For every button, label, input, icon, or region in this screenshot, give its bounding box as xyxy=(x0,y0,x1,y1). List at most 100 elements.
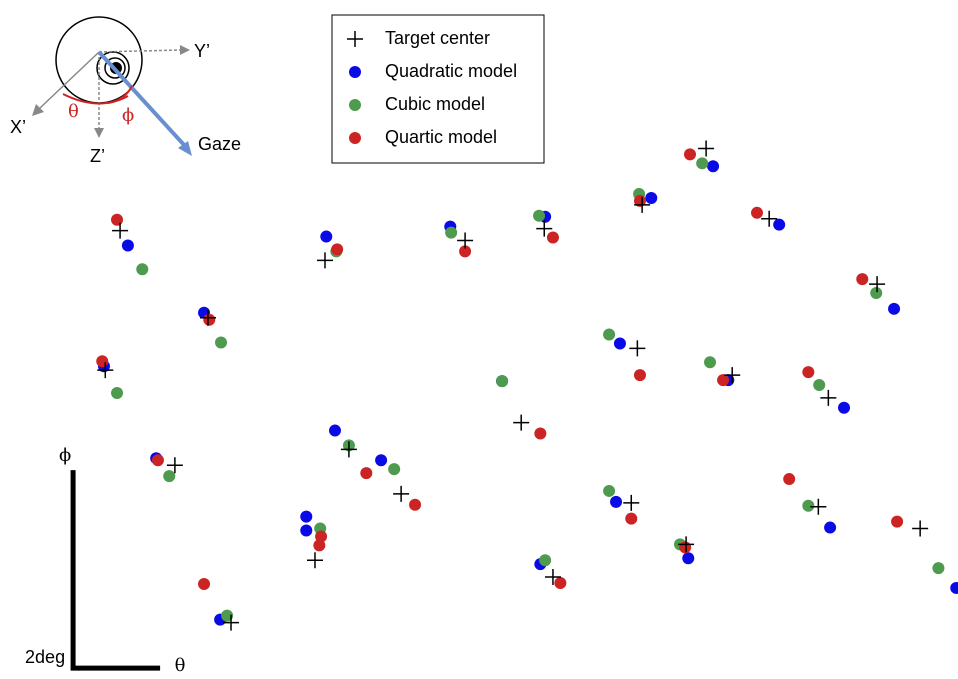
point xyxy=(950,581,958,594)
point xyxy=(313,539,326,552)
inset-label: Z’ xyxy=(90,146,105,166)
arrow-head xyxy=(32,104,44,116)
arrow-head xyxy=(178,141,192,156)
point xyxy=(802,499,815,512)
point xyxy=(300,510,313,523)
theta-arc xyxy=(62,93,129,105)
legend-label: Quadratic model xyxy=(385,61,517,81)
x-axis-arrow xyxy=(39,51,100,109)
target-marker xyxy=(536,220,553,237)
point xyxy=(682,552,695,565)
target-marker xyxy=(316,252,333,269)
point xyxy=(315,530,328,543)
point xyxy=(679,541,692,554)
point xyxy=(838,401,851,414)
point xyxy=(496,375,509,388)
inset-label: X’ xyxy=(10,117,26,137)
point xyxy=(96,355,109,368)
target-marker xyxy=(678,536,695,553)
scale-bar xyxy=(70,470,161,671)
target-marker xyxy=(634,196,651,213)
point xyxy=(773,218,786,231)
inset-label: ϕ xyxy=(122,105,134,126)
point xyxy=(891,515,904,528)
point xyxy=(121,239,134,252)
point xyxy=(375,454,388,467)
point xyxy=(136,263,149,276)
target-marker xyxy=(761,210,778,227)
point xyxy=(625,512,638,525)
point xyxy=(445,226,458,239)
point xyxy=(534,427,547,440)
scale-bar-axis-label: ϕ xyxy=(59,445,71,466)
legend-label: Cubic model xyxy=(385,94,485,114)
point xyxy=(824,521,837,534)
point xyxy=(704,356,717,369)
inset-diagram: Y’ X’ Z’ θ ϕ Gaze xyxy=(10,16,241,166)
point xyxy=(751,206,764,219)
gaze-arrow xyxy=(97,50,187,148)
point xyxy=(163,470,176,483)
target-marker xyxy=(629,340,646,357)
point xyxy=(203,313,216,326)
point xyxy=(684,148,697,161)
iris xyxy=(96,51,130,85)
target-marker xyxy=(457,232,474,249)
point xyxy=(111,386,124,399)
point xyxy=(633,369,646,382)
point xyxy=(783,473,796,486)
target-marker xyxy=(544,569,561,586)
point xyxy=(813,379,826,392)
point xyxy=(215,336,228,349)
target-marker xyxy=(912,520,929,537)
target-marker xyxy=(698,140,715,157)
target-marker xyxy=(869,276,886,293)
point xyxy=(539,554,552,567)
point xyxy=(802,366,815,379)
point xyxy=(613,337,626,350)
point xyxy=(888,302,901,315)
target-marker xyxy=(223,614,240,631)
target-marker xyxy=(340,441,357,458)
target-marker xyxy=(724,367,741,384)
point xyxy=(856,273,869,286)
point xyxy=(707,160,720,173)
point xyxy=(459,245,472,258)
legend-marker xyxy=(349,99,361,111)
point xyxy=(221,609,234,622)
point xyxy=(388,463,401,476)
inset-label: Gaze xyxy=(198,134,241,154)
point xyxy=(328,424,341,437)
point xyxy=(320,230,333,243)
point xyxy=(546,231,559,244)
pupil-ring xyxy=(104,57,126,79)
arrow-head xyxy=(180,45,190,55)
target-marker xyxy=(623,494,640,511)
point xyxy=(932,562,945,575)
point xyxy=(111,213,124,226)
point xyxy=(360,467,373,480)
legend-marker xyxy=(349,132,361,144)
inset-label: θ xyxy=(68,101,79,122)
point xyxy=(409,498,422,511)
point xyxy=(633,194,646,207)
legend-label: Quartic model xyxy=(385,127,497,147)
point xyxy=(717,374,730,387)
target-marker xyxy=(513,414,530,431)
legend-label: Target center xyxy=(385,28,490,48)
target-marker xyxy=(306,552,323,569)
legend-marker xyxy=(347,31,363,47)
legend-marker xyxy=(349,66,361,78)
y-axis-arrow xyxy=(98,49,181,53)
target-marker xyxy=(393,485,410,502)
point xyxy=(696,157,709,170)
point xyxy=(331,243,344,256)
point xyxy=(610,495,623,508)
point xyxy=(554,576,567,589)
point xyxy=(533,209,546,222)
target-marker xyxy=(97,362,114,379)
scale-bar-axis-label: θ xyxy=(175,655,186,676)
phi-arc xyxy=(107,85,133,104)
target-marker xyxy=(820,389,837,406)
point xyxy=(300,524,313,537)
